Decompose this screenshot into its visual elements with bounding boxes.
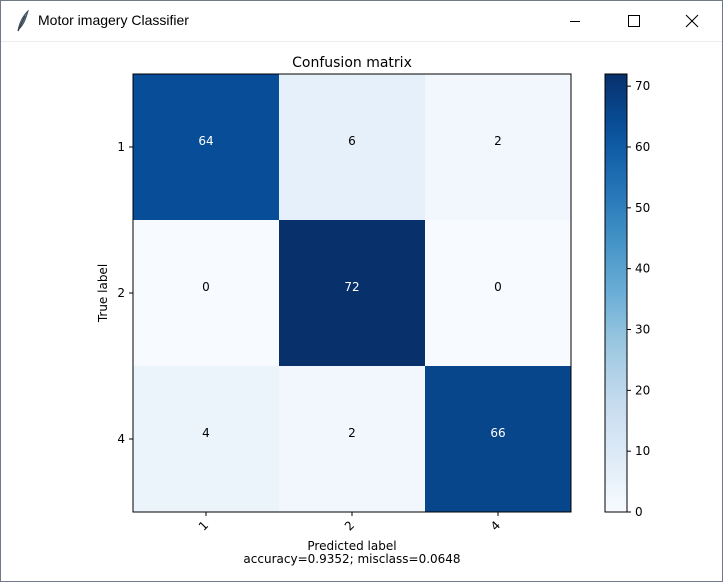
accuracy-note: accuracy=0.9352; misclass=0.0648 — [243, 552, 460, 566]
minimize-icon — [570, 21, 580, 22]
colorbar-tick-label: 60 — [635, 140, 650, 154]
heatmap-cell — [133, 366, 280, 513]
cell-value-label: 72 — [344, 280, 359, 294]
colorbar-tick-label: 10 — [635, 444, 650, 458]
colorbar-tick-label: 30 — [635, 323, 650, 337]
chart-title: Confusion matrix — [292, 55, 412, 71]
y-tick-label: 4 — [117, 432, 125, 446]
y-tick-label: 1 — [117, 140, 125, 154]
close-button[interactable] — [663, 1, 721, 41]
colorbar-tick-label: 0 — [635, 505, 643, 519]
cell-value-label: 0 — [494, 280, 502, 294]
cell-value-label: 64 — [198, 134, 213, 148]
cell-value-label: 0 — [202, 280, 210, 294]
minimize-button[interactable] — [547, 1, 605, 41]
heatmap-cell — [279, 220, 426, 367]
colorbar-tick-label: 40 — [635, 262, 650, 276]
cell-value-label: 66 — [490, 426, 505, 440]
x-tick-label: 1 — [196, 518, 211, 533]
heatmap-cell — [425, 74, 572, 221]
window-title: Motor imagery Classifier — [38, 12, 189, 28]
x-tick-label: 2 — [342, 518, 357, 533]
cell-value-label: 4 — [202, 426, 210, 440]
x-tick-label: 4 — [488, 518, 503, 533]
title-bar[interactable]: Motor imagery Classifier — [1, 1, 722, 42]
maximize-icon — [628, 15, 640, 27]
heatmap-cell — [425, 366, 572, 513]
x-axis-label: Predicted label — [307, 539, 396, 553]
colorbar — [604, 73, 628, 513]
colorbar-tick-label: 50 — [635, 201, 650, 215]
heatmap-cell — [279, 74, 426, 221]
y-tick-label: 2 — [117, 286, 125, 300]
heatmap-cell — [133, 220, 280, 367]
cell-value-label: 2 — [348, 426, 356, 440]
heatmap-cell — [279, 366, 426, 513]
cell-value-label: 6 — [348, 134, 356, 148]
heatmap-cell — [425, 220, 572, 367]
colorbar-tick-label: 70 — [635, 79, 650, 93]
feather-icon — [17, 10, 29, 32]
close-icon — [685, 14, 699, 28]
y-axis-label: True label — [96, 264, 110, 323]
maximize-button[interactable] — [605, 1, 663, 41]
cell-value-label: 2 — [494, 134, 502, 148]
heatmap-cell — [133, 74, 280, 221]
colorbar-tick-label: 20 — [635, 383, 650, 397]
